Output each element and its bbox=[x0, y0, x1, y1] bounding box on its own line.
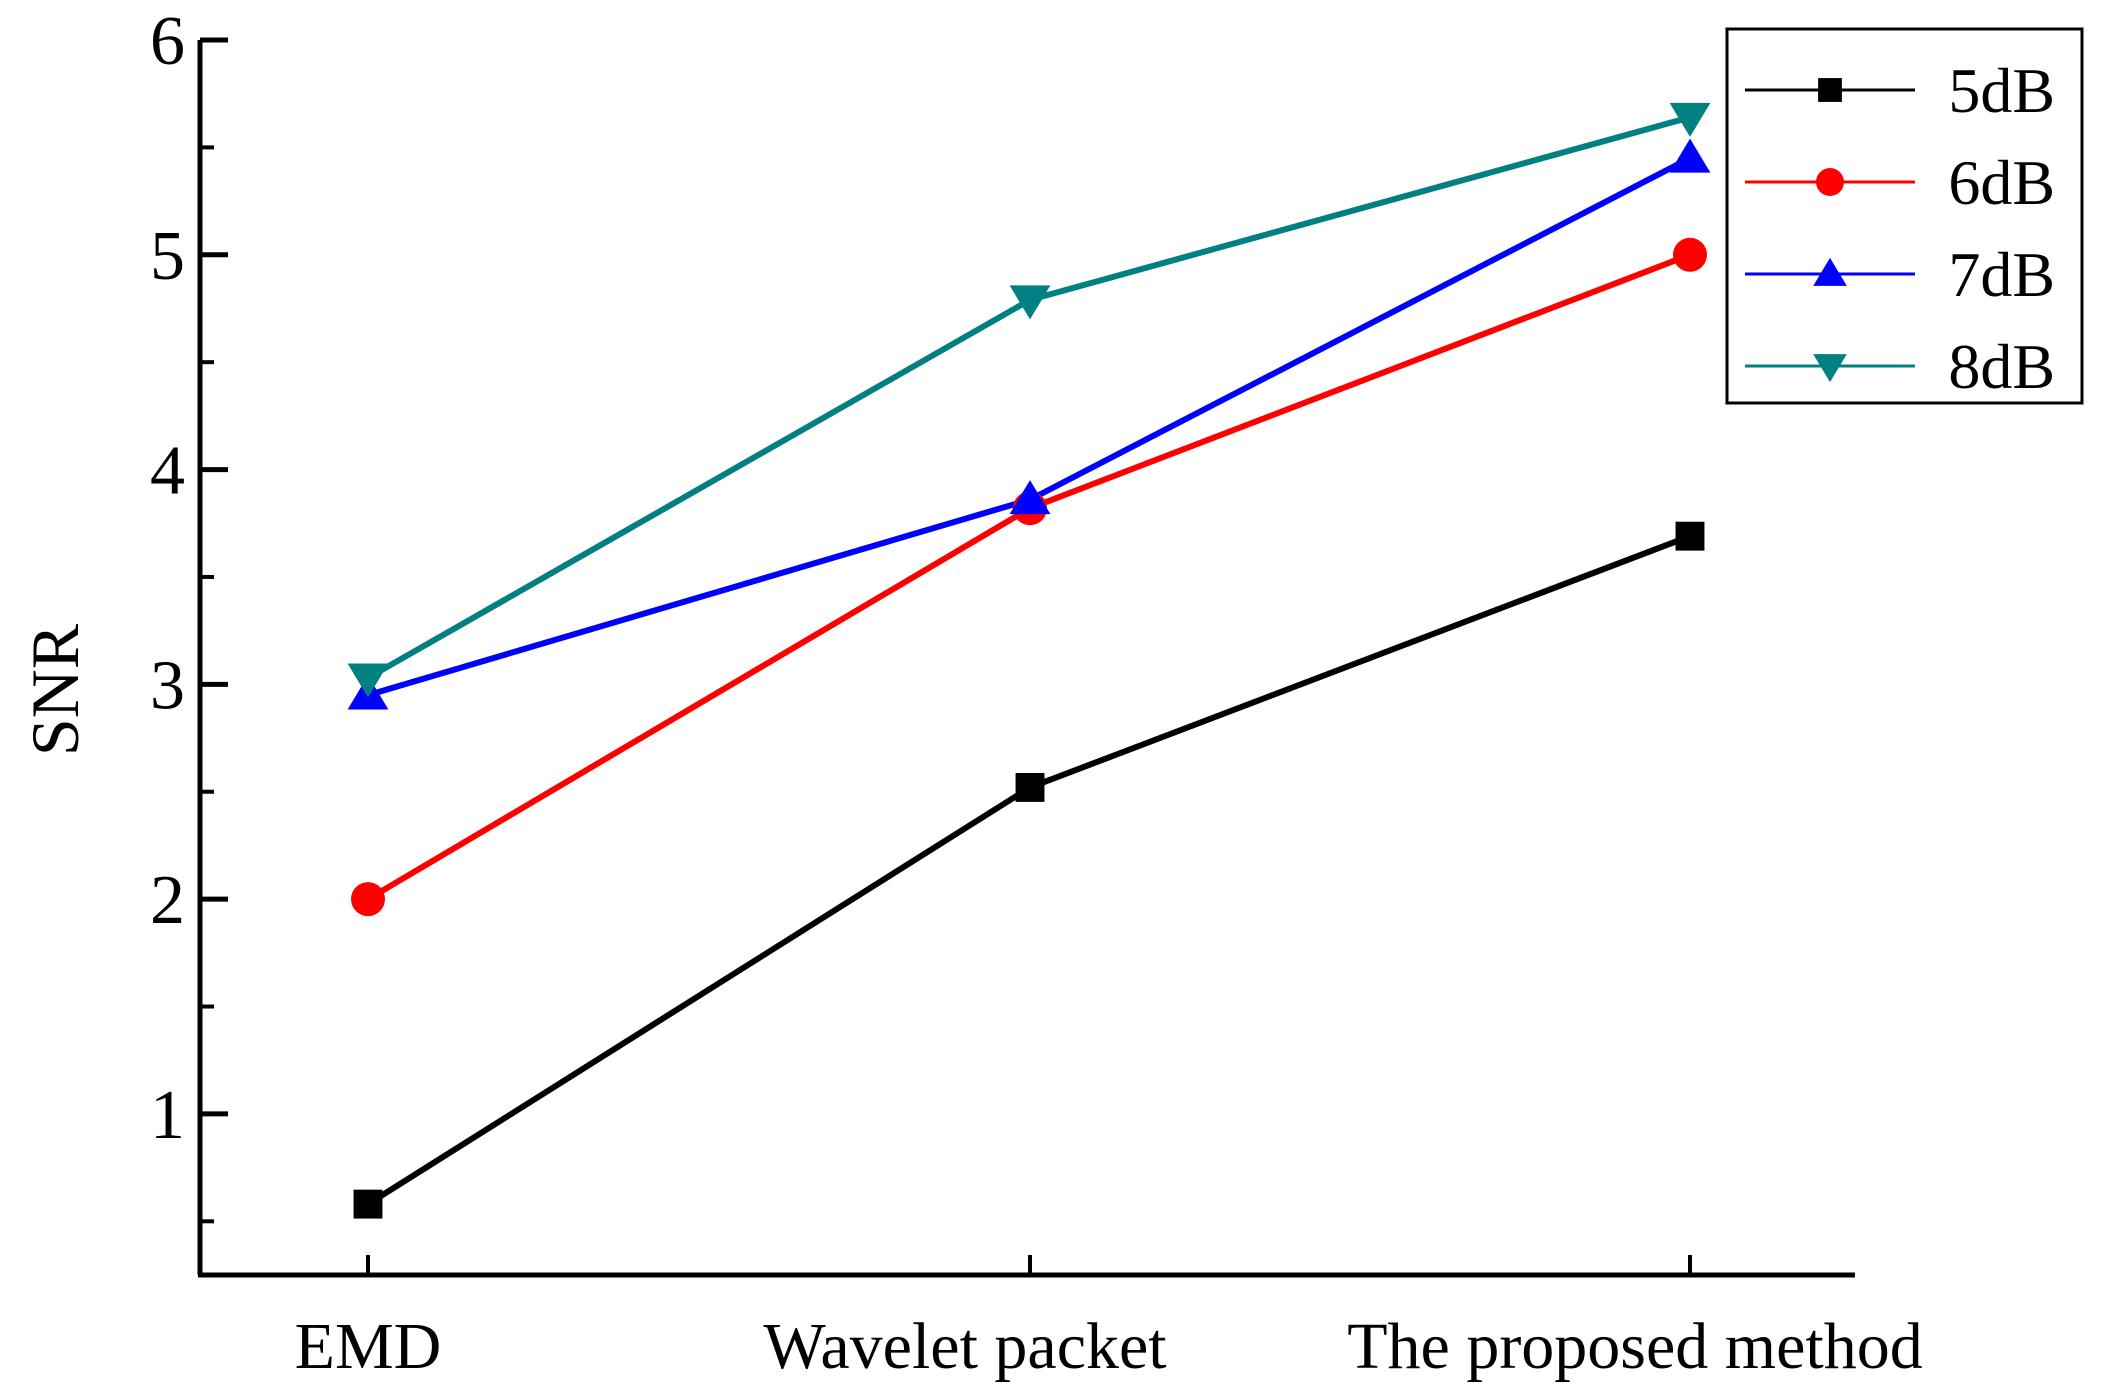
series-markers bbox=[347, 102, 1711, 1219]
y-tick-label: 5 bbox=[150, 218, 185, 295]
series-line-8dB bbox=[366, 114, 1691, 681]
data-point-8dB bbox=[1009, 285, 1051, 320]
legend-marker-8dB bbox=[1813, 354, 1847, 383]
x-category-label: EMD bbox=[295, 1310, 442, 1383]
y-tick-label: 3 bbox=[150, 647, 185, 724]
data-point-5dB bbox=[353, 1189, 383, 1219]
legend: 5dB 6dB 7dB 8dB bbox=[1725, 27, 2084, 405]
axes bbox=[197, 40, 1855, 1278]
y-tick-label: 6 bbox=[150, 3, 185, 80]
legend-marker-5dB bbox=[1818, 78, 1842, 102]
legend-label: 6dB bbox=[1948, 147, 2055, 218]
y-tick-label: 1 bbox=[150, 1077, 185, 1154]
legend-label: 8dB bbox=[1948, 331, 2055, 402]
legend-label: 7dB bbox=[1948, 239, 2055, 310]
data-point-8dB bbox=[1669, 102, 1711, 137]
x-category-label: Wavelet packet bbox=[763, 1310, 1166, 1383]
series-lines bbox=[366, 114, 1692, 1207]
x-category-label: The proposed method bbox=[1347, 1310, 1923, 1383]
data-point-6dB bbox=[351, 882, 385, 917]
data-point-5dB bbox=[1015, 772, 1045, 802]
data-point-7dB bbox=[1009, 480, 1051, 515]
y-ticks: 1 2 3 4 5 6 bbox=[150, 3, 228, 1224]
legend-label: 5dB bbox=[1948, 55, 2055, 126]
data-point-6dB bbox=[1673, 237, 1707, 272]
series-line-6dB bbox=[366, 251, 1692, 902]
data-point-7dB bbox=[1669, 138, 1711, 173]
y-axis-title: SNR bbox=[17, 623, 93, 756]
x-ticks: EMD Wavelet packet The proposed method bbox=[295, 1255, 1923, 1383]
data-point-8dB bbox=[347, 663, 389, 698]
y-tick-label: 4 bbox=[150, 433, 185, 510]
data-point-5dB bbox=[1675, 521, 1705, 551]
y-tick-label: 2 bbox=[150, 862, 185, 939]
legend-marker-6dB bbox=[1816, 168, 1844, 196]
legend-marker-7dB bbox=[1813, 257, 1847, 286]
